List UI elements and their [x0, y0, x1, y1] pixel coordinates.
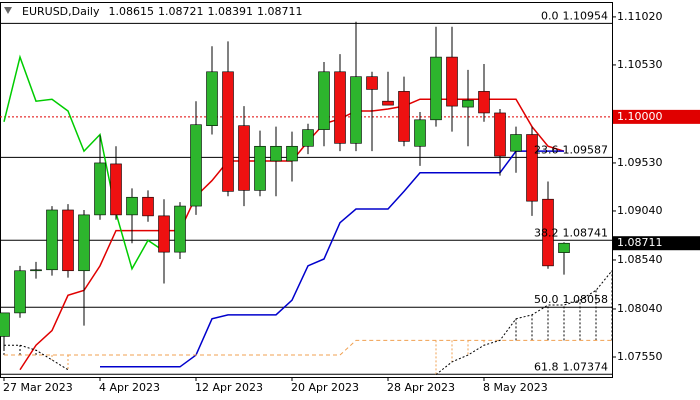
x-tick-label: 28 Apr 2023 [387, 381, 455, 394]
fib-level: 61.8 [534, 360, 559, 373]
y-tick-label: 1.08540 [617, 253, 663, 266]
y-tick-label: 1.09530 [617, 156, 663, 169]
candle-body [558, 242, 570, 253]
fib-level: 38.2 [534, 226, 559, 239]
x-tick-label: 27 Mar 2023 [3, 381, 73, 394]
last-close: 1.08711 [257, 5, 303, 18]
candle-body [510, 134, 522, 152]
fib-level: 50.0 [534, 293, 559, 306]
y-tick-label: 1.09040 [617, 204, 663, 217]
fib-price: 1.08741 [563, 226, 609, 239]
candle-body [270, 145, 282, 162]
x-tick-label: 20 Apr 2023 [291, 381, 359, 394]
level-price-box [613, 109, 700, 124]
candle-body [14, 270, 26, 314]
candle-body [382, 100, 394, 106]
candle-body [462, 99, 474, 108]
candle-body [318, 71, 330, 130]
price-label: 1.08711 [617, 236, 663, 249]
last-high: 1.08721 [158, 5, 204, 18]
fib-label: 23.6 1.09587 [534, 143, 608, 156]
x-tick-label: 4 Apr 2023 [99, 381, 160, 394]
menu-icon [4, 7, 12, 14]
fib-price: 1.08058 [563, 293, 609, 306]
y-tick-label: 1.08040 [617, 302, 663, 315]
y-tick-label: 1.07550 [617, 350, 663, 363]
x-tick-label: 12 Apr 2023 [195, 381, 263, 394]
chart-header: EURUSD,Daily 1.08615 1.08721 1.08391 1.08711 [22, 5, 302, 18]
candle-body [254, 145, 266, 191]
candle-body [206, 71, 218, 126]
fib-price: 1.07374 [563, 360, 609, 373]
price-box [613, 236, 700, 251]
y-tick-label: 1.11020 [617, 10, 663, 23]
candle-body [430, 56, 442, 121]
fib-level: 0.0 [541, 9, 559, 22]
fib-level: 23.6 [534, 143, 559, 156]
candle-body [30, 269, 42, 272]
level-price-label: 1.10000 [617, 110, 663, 123]
x-tick-label: 8 May 2023 [483, 381, 548, 394]
fib-price: 1.10954 [563, 9, 609, 22]
candle-body [46, 209, 58, 271]
candle-body [478, 91, 490, 114]
candle-body [78, 214, 90, 272]
candle-body [142, 196, 154, 217]
fib-label: 61.8 1.07374 [534, 360, 608, 373]
last-low: 1.08391 [207, 5, 253, 18]
candle-body [174, 205, 186, 253]
candle-body [542, 198, 554, 267]
candle-body [0, 312, 10, 337]
fib-price: 1.09587 [563, 143, 609, 156]
candle-body [446, 56, 458, 107]
candle-body [414, 119, 426, 147]
indicator-line [4, 339, 612, 356]
candle-body [62, 209, 74, 272]
last-open: 1.08615 [108, 5, 154, 18]
candle-body [302, 129, 314, 147]
candle-body [286, 145, 298, 162]
plot-area [0, 21, 612, 376]
plot-frame [0, 2, 613, 378]
chart-title: EURUSD,Daily [22, 5, 100, 18]
candle-body [222, 71, 234, 192]
fib-label: 50.0 1.08058 [534, 293, 608, 306]
candle-body [494, 112, 506, 157]
indicator-line [100, 150, 564, 368]
candle-body [398, 91, 410, 142]
fib-label: 38.2 1.08741 [534, 226, 608, 239]
candle-body [126, 196, 138, 216]
candle-body [190, 124, 202, 207]
candle-body [334, 71, 346, 144]
candle-body [238, 125, 250, 191]
indicator-line [4, 270, 612, 376]
candle-body [110, 163, 122, 216]
fib-label: 0.0 1.10954 [541, 9, 608, 22]
candle-body [350, 76, 362, 144]
candle-body [158, 215, 170, 253]
candle-body [366, 76, 378, 90]
candle-body [94, 162, 106, 216]
candle-body [526, 134, 538, 202]
indicator-line [3, 54, 165, 271]
y-tick-label: 1.10530 [617, 58, 663, 71]
